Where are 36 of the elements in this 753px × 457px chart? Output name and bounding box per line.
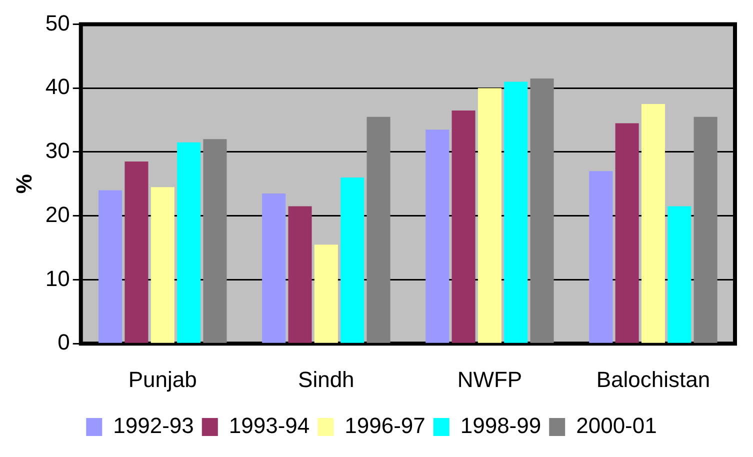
x-tick-label: Punjab [128,366,197,392]
bar [177,142,201,343]
bar [203,139,227,343]
bar [641,104,666,343]
bar [426,130,450,343]
bar [615,123,639,343]
bar [262,193,286,343]
bar [504,82,528,343]
bar [530,78,554,343]
bar [668,206,692,343]
y-tick-label: 50 [45,10,70,36]
legend-label: 1992-93 [113,413,194,438]
y-tick-label: 0 [58,330,70,355]
x-tick-label: NWFP [457,366,522,392]
y-tick-label: 10 [45,266,70,291]
bar [694,116,718,343]
bar [366,116,390,343]
bar [150,187,174,343]
legend-label: 1993-94 [228,413,310,438]
bar [98,190,122,343]
legend-label: 1998-99 [460,413,542,438]
y-tick-label: 20 [45,202,70,227]
legend-label: 2000-01 [576,413,657,438]
bar [478,88,502,343]
x-tick-label: Sindh [298,366,354,392]
bar [340,178,364,343]
x-tick-label: Balochistan [596,366,710,392]
y-tick-label: 30 [45,138,70,164]
bar [452,110,476,343]
legend-label: 1996-97 [344,413,426,438]
bar [314,244,338,343]
bar [589,171,613,343]
bar [288,206,312,343]
y-tick-label: 40 [45,74,70,100]
bar [124,162,148,343]
y-axis-title: % [11,174,36,194]
